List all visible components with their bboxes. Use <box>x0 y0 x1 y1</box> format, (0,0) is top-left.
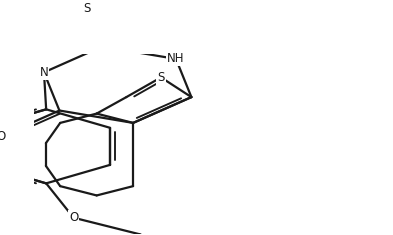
Text: O: O <box>0 130 6 143</box>
Text: N: N <box>40 66 48 79</box>
Text: S: S <box>157 71 165 84</box>
Text: NH: NH <box>167 52 185 65</box>
Text: O: O <box>69 211 78 224</box>
Text: S: S <box>83 2 90 15</box>
